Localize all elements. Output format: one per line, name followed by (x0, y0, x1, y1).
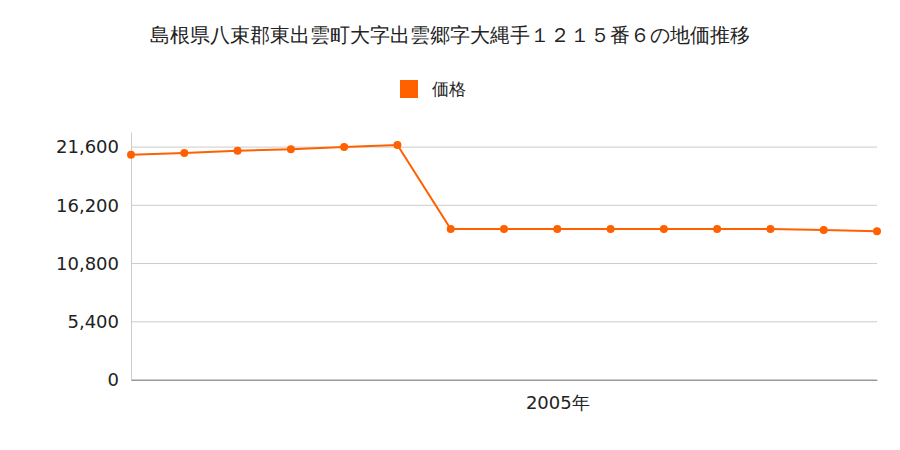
plot-area (127, 141, 881, 235)
point (340, 143, 348, 151)
legend: 価格 (400, 79, 466, 99)
point (500, 225, 508, 233)
y-tick: 0 (108, 369, 131, 390)
x-axis: 2005年 (132, 380, 878, 413)
point (873, 227, 881, 235)
grid-line (131, 263, 877, 264)
x-tick-label: 2005年 (526, 392, 590, 413)
point (766, 225, 774, 233)
grid-line (131, 380, 877, 381)
chart: 島根県八束郡東出雲町大字出雲郷字大縄手１２１５番６の地価推移価格 0 5,400 10… (0, 0, 900, 450)
x-axis-line (132, 380, 878, 381)
grid-line (131, 321, 877, 322)
point (447, 225, 455, 233)
line (131, 145, 877, 231)
y-tick: 10,800 (56, 253, 131, 274)
grid (131, 147, 877, 380)
grid-line (131, 147, 877, 148)
y-axis: 0 5,400 10,800 16,200 21,600 (56, 133, 131, 391)
point (393, 141, 401, 149)
point (127, 151, 135, 159)
point (180, 149, 188, 157)
x-tick: 2005年 (526, 380, 590, 413)
point (820, 226, 828, 234)
legend-label: 価格 (432, 79, 466, 99)
point (287, 145, 295, 153)
grid-line (131, 205, 877, 206)
y-axis-line (131, 133, 132, 381)
y-tick-label: 10,800 (56, 253, 119, 274)
title: 島根県八束郡東出雲町大字出雲郷字大縄手１２１５番６の地価推移 (150, 23, 750, 47)
point (713, 225, 721, 233)
legend-swatch (400, 80, 418, 98)
y-tick: 16,200 (56, 195, 131, 216)
point (660, 225, 668, 233)
y-tick-label: 0 (108, 369, 119, 390)
point (553, 225, 561, 233)
y-tick: 21,600 (56, 136, 131, 157)
point (607, 225, 615, 233)
y-tick: 5,400 (67, 311, 131, 332)
y-tick-label: 5,400 (67, 311, 119, 332)
point (234, 147, 242, 155)
y-tick-label: 16,200 (56, 195, 119, 216)
y-tick-label: 21,600 (56, 136, 119, 157)
